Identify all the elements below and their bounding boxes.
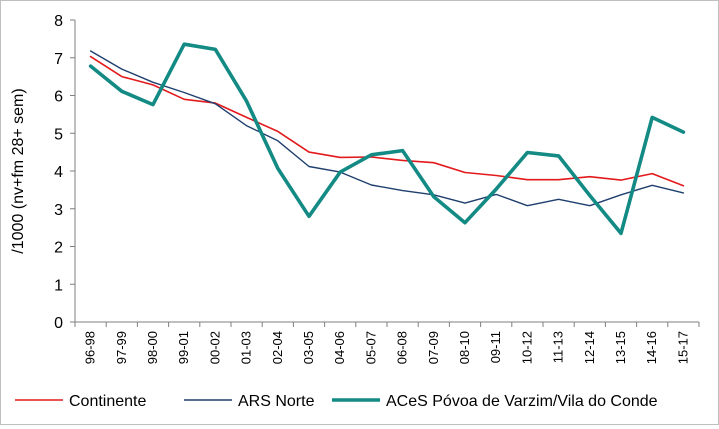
- x-tick-label: 96-98: [83, 331, 98, 364]
- x-tick-label: 99-01: [176, 331, 191, 364]
- x-tick-label: 04-06: [332, 331, 347, 364]
- y-tick-label: 3: [54, 202, 63, 219]
- y-tick-label: 1: [54, 277, 63, 294]
- x-tick-label: 06-08: [395, 331, 410, 364]
- legend: Continente ARS Norte ACeS Póvoa de Varzim/…: [15, 393, 658, 410]
- x-tick-label: 98-00: [145, 331, 160, 364]
- legend-label: Continente: [69, 393, 146, 410]
- legend-label: ARS Norte: [238, 393, 315, 410]
- series-line-3: [88, 42, 686, 236]
- x-tick-label: 00-02: [207, 331, 222, 364]
- x-tick-label: 02-04: [270, 331, 285, 364]
- x-tick-label: 10-12: [519, 331, 534, 364]
- x-tick-label: 11-13: [551, 331, 566, 363]
- x-tick-label: 08-10: [457, 331, 472, 364]
- series-line-2: [89, 50, 685, 207]
- y-tick-label: 5: [54, 126, 63, 143]
- x-tick-label: 03-05: [301, 331, 316, 364]
- x-tick-label: 97-99: [114, 331, 129, 364]
- x-tick-label: 13-15: [613, 331, 628, 364]
- y-tick-label: 0: [54, 315, 63, 332]
- series-line-1: [89, 55, 685, 187]
- legend-label: ACeS Póvoa de Varzim/Vila do Conde: [386, 393, 658, 410]
- y-tick-label: 4: [54, 164, 63, 181]
- y-tick-label: 2: [54, 240, 63, 257]
- y-tick-label: 8: [54, 13, 63, 30]
- y-tick-label: 6: [54, 89, 63, 106]
- y-axis-label: /1000 (nv+fm 28+ sem): [10, 88, 27, 253]
- x-tick-label: 09-11: [488, 331, 503, 363]
- x-tick-label: 14-16: [644, 331, 659, 364]
- x-tick-label: 07-09: [426, 331, 441, 364]
- x-tick-label: 12-14: [582, 331, 597, 364]
- y-tick-label: 7: [54, 51, 63, 68]
- x-tick-label: 01-03: [239, 331, 254, 364]
- x-tick-label: 15-17: [675, 331, 690, 364]
- x-tick-label: 05-07: [363, 331, 378, 364]
